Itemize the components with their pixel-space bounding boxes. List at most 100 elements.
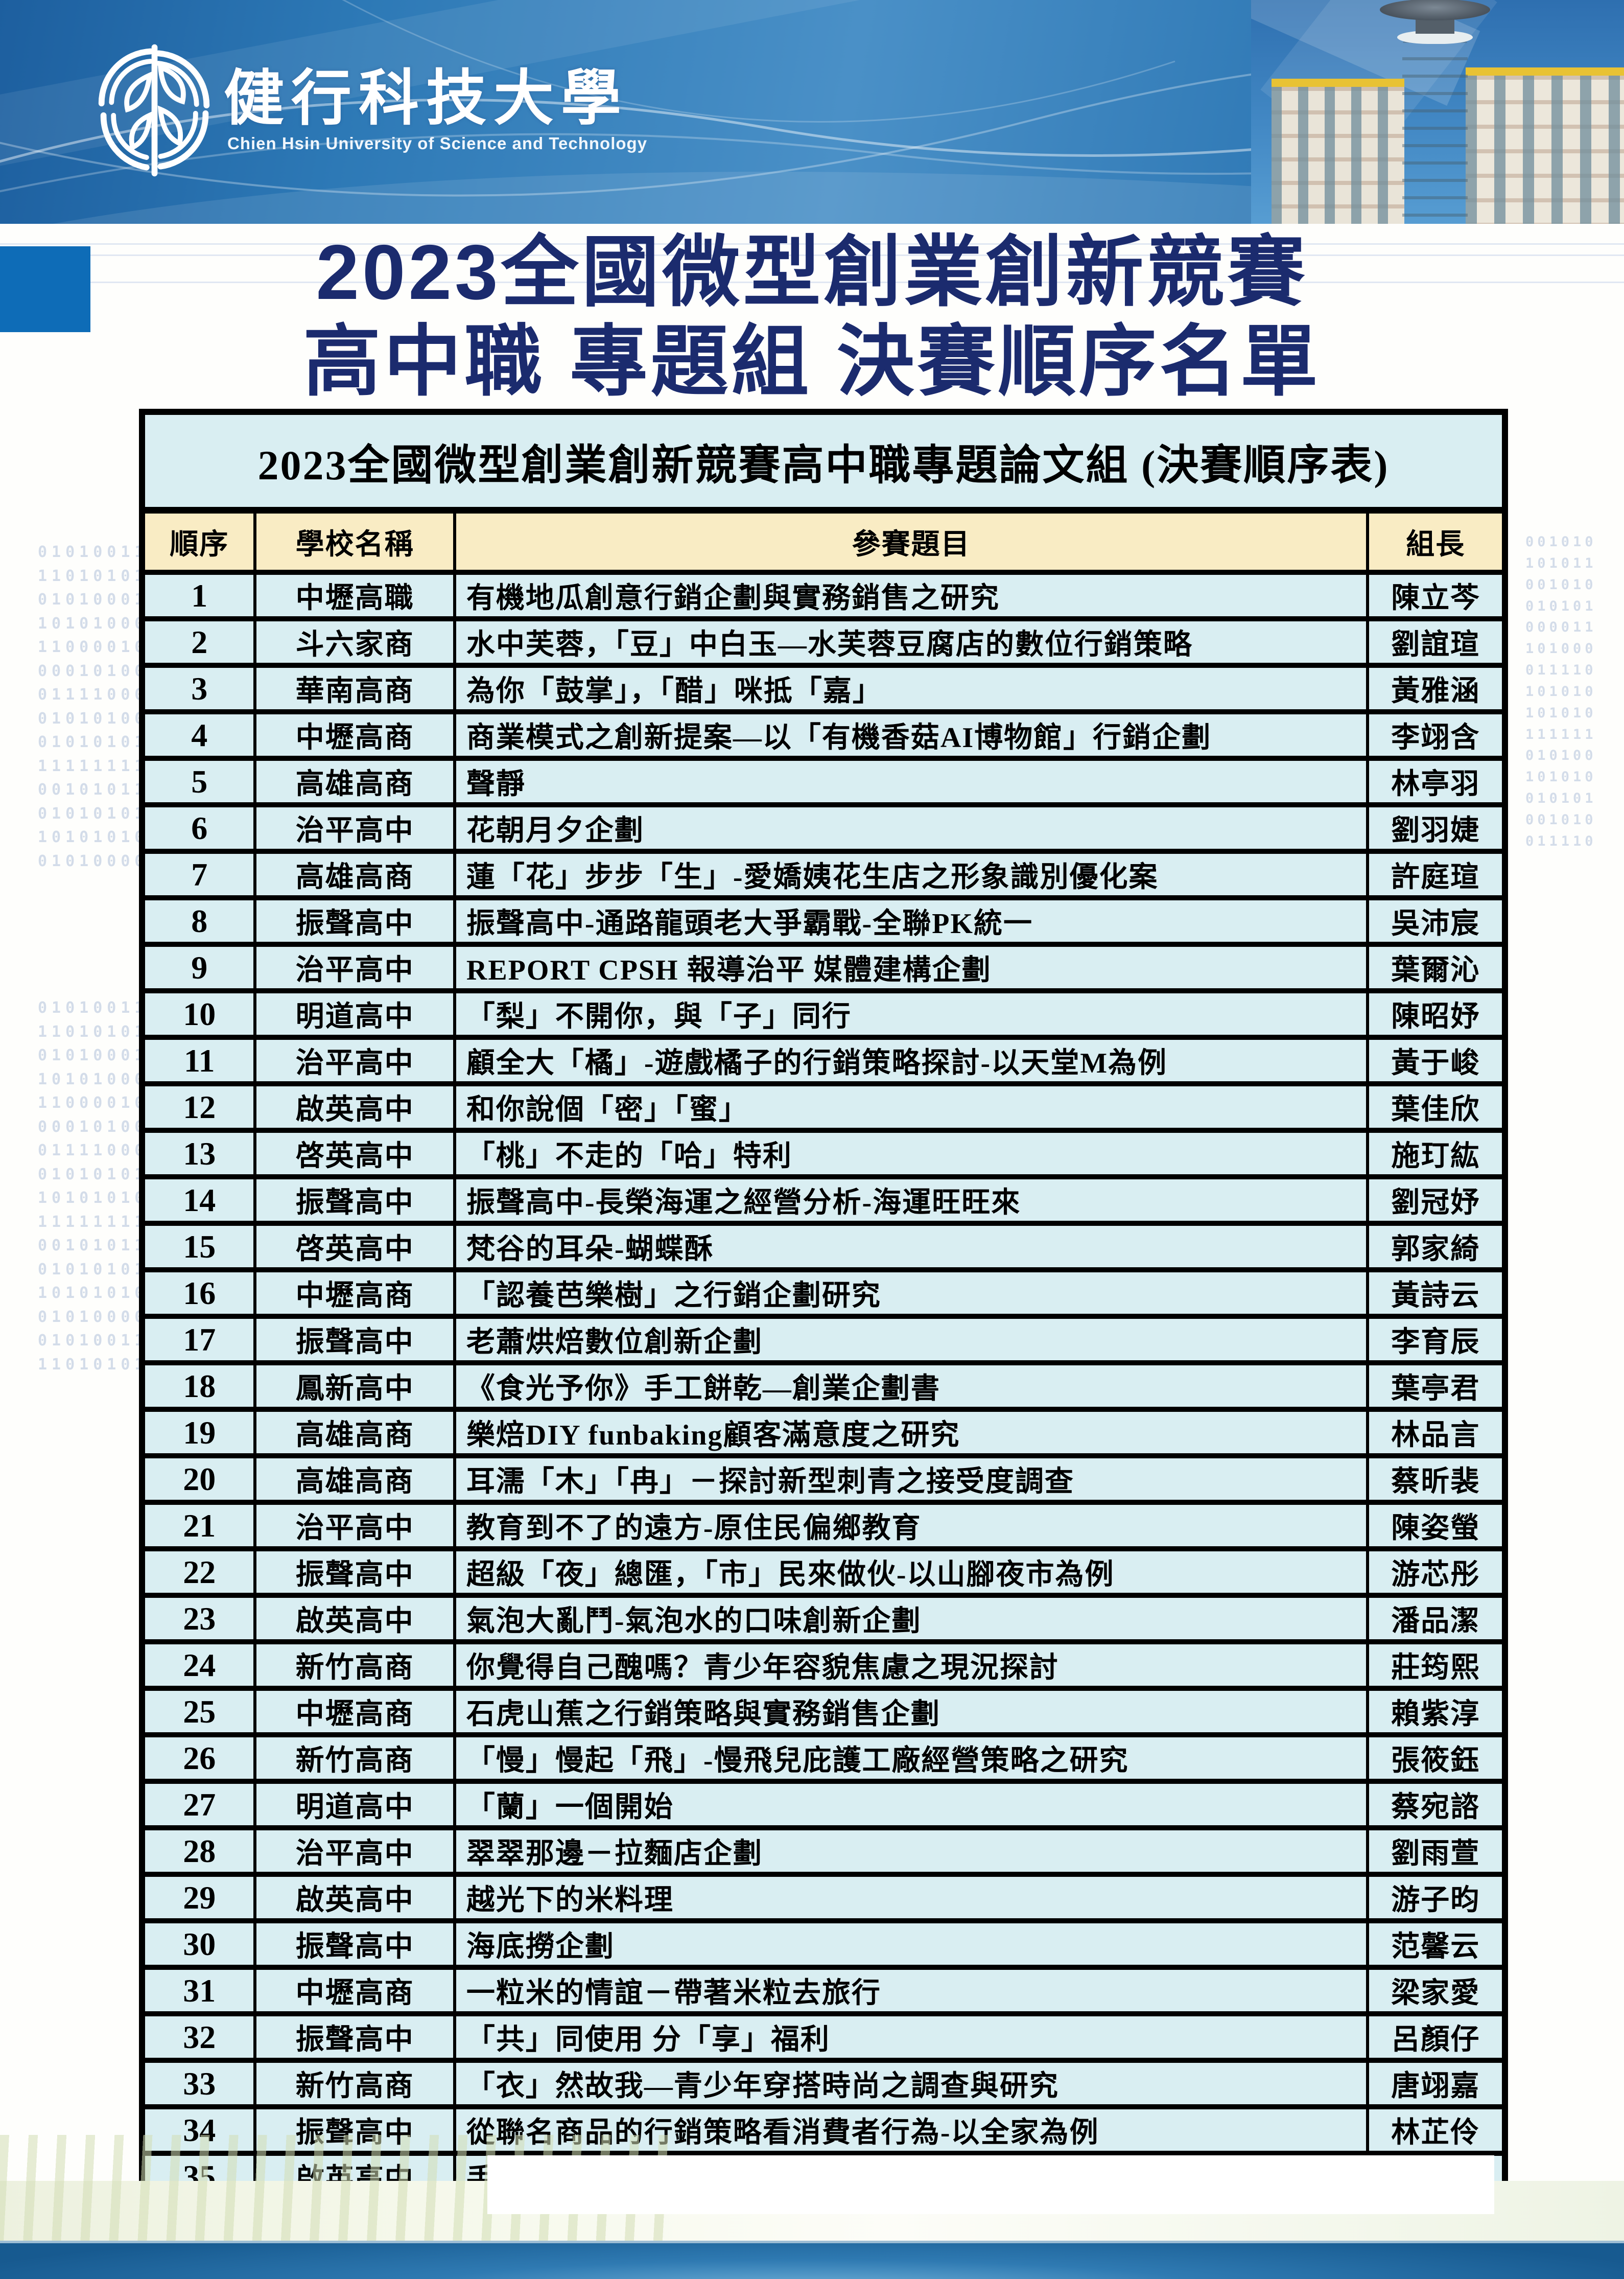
cell-leader: 李翊含 (1366, 714, 1502, 756)
university-name-en: Chien Hsin University of Science and Tec… (227, 134, 648, 153)
table-row: 32 振聲高中 「共」同使用 分「享」福利 呂顏仔 (145, 2011, 1502, 2058)
cell-order: 10 (183, 995, 216, 1032)
cell-school: 中壢高商 (253, 1272, 453, 1314)
table-row: 21 治平高中 教育到不了的遠方-原住民偏鄉教育 陳姿螢 (145, 1500, 1502, 1546)
cell-topic: 你覺得自己醜嗎？青少年容貌焦慮之現況探討 (453, 1644, 1367, 1686)
cell-topic: 梵谷的耳朵-蝴蝶酥 (453, 1226, 1367, 1267)
cell-leader: 施玎紘 (1366, 1133, 1502, 1174)
table-row: 15 啓英高中 梵谷的耳朵-蝴蝶酥 郭家綺 (145, 1221, 1502, 1267)
binary-texture-right: 001010 101011 001010 010101 000011 10100… (1525, 534, 1597, 849)
faint-rule (0, 254, 1624, 256)
table-row: 17 振聲高中 老蕭烘焙數位創新企劃 李育辰 (145, 1314, 1502, 1360)
cell-order: 23 (183, 1600, 216, 1637)
cell-topic: REPORT CPSH 報導治平 媒體建構企劃 (453, 947, 1367, 988)
cell-school: 斗六家商 (253, 621, 453, 663)
cell-leader: 劉誼瑄 (1366, 621, 1502, 663)
building-crown-disc (1380, 0, 1490, 20)
table-row: 16 中壢高商 「認養芭樂樹」之行銷企劃研究 黃詩云 (145, 1267, 1502, 1314)
binary-texture-left: 01010011 11010101 01010001 10101000 1100… (38, 543, 149, 870)
cell-school: 新竹高商 (253, 1737, 453, 1779)
cell-order: 14 (183, 1181, 216, 1218)
cell-topic: 翠翠那邊－拉麵店企劃 (453, 1830, 1367, 1872)
cell-topic: 超級「夜」總匯，「市」民來做伙-以山腳夜市為例 (453, 1551, 1367, 1593)
cell-leader: 黃詩云 (1366, 1272, 1502, 1314)
cell-topic: 振聲高中-通路龍頭老大爭霸戰-全聯PK統一 (453, 900, 1367, 942)
cell-school: 啓英高中 (253, 1226, 453, 1267)
cell-school: 治平高中 (253, 1505, 453, 1546)
cell-leader: 許庭瑄 (1366, 854, 1502, 895)
table-row: 19 高雄高商 樂焙DIY funbaking顧客滿意度之研究 林品言 (145, 1407, 1502, 1453)
cell-topic: 水中芙蓉，「豆」中白玉—水芙蓉豆腐店的數位行銷策略 (453, 621, 1367, 663)
cell-order: 3 (191, 670, 208, 707)
cell-leader: 葉佳欣 (1366, 1086, 1502, 1128)
cell-order: 4 (191, 716, 208, 753)
cell-leader: 游子昀 (1366, 1877, 1502, 1918)
cell-order: 30 (183, 1925, 216, 1962)
cell-topic: 有機地瓜創意行銷企劃與實務銷售之研究 (453, 575, 1367, 616)
cell-leader: 呂顏仔 (1366, 2016, 1502, 2058)
cell-leader: 葉爾沁 (1366, 947, 1502, 988)
cell-leader: 游芯彤 (1366, 1551, 1502, 1593)
page-title-line2: 高中職 專題組 決賽順序名單 (303, 318, 1321, 405)
cell-leader: 潘品潔 (1366, 1598, 1502, 1639)
cell-order: 17 (183, 1321, 216, 1358)
cell-leader: 張筱鈺 (1366, 1737, 1502, 1779)
cell-order: 1 (191, 577, 208, 614)
cell-leader: 梁家愛 (1366, 1970, 1502, 2011)
table-row: 28 治平高中 翠翠那邊－拉麵店企劃 劉雨萱 (145, 1825, 1502, 1872)
table-row: 13 啓英高中 「桃」不走的「哈」特利 施玎紘 (145, 1128, 1502, 1174)
table-row: 22 振聲高中 超級「夜」總匯，「市」民來做伙-以山腳夜市為例 游芯彤 (145, 1546, 1502, 1593)
column-header-topic: 參賽題目 (453, 514, 1367, 570)
blue-accent-block (0, 246, 90, 332)
cell-order: 26 (183, 1739, 216, 1776)
cell-leader: 劉羽婕 (1366, 807, 1502, 849)
cell-topic: 老蕭烘焙數位創新企劃 (453, 1319, 1367, 1360)
cell-topic: 石虎山蕉之行銷策略與實務銷售企劃 (453, 1691, 1367, 1732)
table-row: 2 斗六家商 水中芙蓉，「豆」中白玉—水芙蓉豆腐店的數位行銷策略 劉誼瑄 (145, 616, 1502, 663)
cell-school: 啟英高中 (253, 1086, 453, 1128)
table-row: 6 治平高中 花朝月夕企劃 劉羽婕 (145, 802, 1502, 849)
page-title: 2023全國微型創業創新競賽 高中職 專題組 決賽順序名單 (0, 228, 1624, 407)
cell-school: 振聲高中 (253, 1179, 453, 1221)
cell-order: 2 (191, 623, 208, 660)
table-header-row: 順序 學校名稱 參賽題目 組長 (145, 507, 1502, 570)
building-yellow-parapet (1272, 79, 1404, 87)
cell-topic: 和你說個「密」「蜜」 (453, 1086, 1367, 1128)
cell-school: 啓英高中 (253, 1133, 453, 1174)
cell-leader: 林亭羽 (1366, 761, 1502, 802)
table-row: 26 新竹高商 「慢」慢起「飛」-慢飛兒庇護工廠經營策略之研究 張筱鈺 (145, 1732, 1502, 1779)
cell-leader: 劉雨萱 (1366, 1830, 1502, 1872)
cell-school: 治平高中 (253, 1040, 453, 1081)
cell-school: 明道高中 (253, 993, 453, 1035)
table-row: 8 振聲高中 振聲高中-通路龍頭老大爭霸戰-全聯PK統一 吳沛宸 (145, 895, 1502, 942)
campus-building-image (1251, 0, 1624, 224)
cell-topic: 《食光予你》手工餅乾—創業企劃書 (453, 1365, 1367, 1407)
cell-leader: 賴紫淳 (1366, 1691, 1502, 1732)
cell-school: 振聲高中 (253, 900, 453, 942)
cell-topic: 教育到不了的遠方-原住民偏鄉教育 (453, 1505, 1367, 1546)
cell-leader: 郭家綺 (1366, 1226, 1502, 1267)
cell-leader: 陳立芩 (1366, 575, 1502, 616)
table-row: 27 明道高中 「蘭」一個開始 蔡宛諮 (145, 1779, 1502, 1825)
table-row: 23 啟英高中 氣泡大亂鬥-氣泡水的口味創新企劃 潘品潔 (145, 1593, 1502, 1639)
cell-topic: 顧全大「橘」-遊戲橘子的行銷策略探討-以天堂M為例 (453, 1040, 1367, 1081)
cell-topic: 海底撈企劃 (453, 1923, 1367, 1965)
cell-leader: 蔡昕裴 (1366, 1458, 1502, 1500)
cell-topic: 「蘭」一個開始 (453, 1784, 1367, 1825)
cell-order: 19 (183, 1414, 216, 1451)
header-banner: 健行科技大學 Chien Hsin University of Science … (0, 0, 1624, 224)
cell-order: 15 (183, 1228, 216, 1265)
table-row: 10 明道高中 「梨」不開你，與「子」同行 陳昭妤 (145, 988, 1502, 1035)
university-name: 健行科技大學 (224, 65, 629, 132)
table-row: 11 治平高中 顧全大「橘」-遊戲橘子的行銷策略探討-以天堂M為例 黃于峻 (145, 1035, 1502, 1081)
building-yellow-parapet (1466, 67, 1624, 76)
footer-photo-strip (0, 2135, 1624, 2241)
cell-school: 振聲高中 (253, 2016, 453, 2058)
university-logo-icon (95, 34, 215, 187)
cell-topic: 「梨」不開你，與「子」同行 (453, 993, 1367, 1035)
cell-school: 中壢高商 (253, 1970, 453, 2011)
cell-leader: 陳昭妤 (1366, 993, 1502, 1035)
cell-topic: 「桃」不走的「哈」特利 (453, 1133, 1367, 1174)
cell-leader: 蔡宛諮 (1366, 1784, 1502, 1825)
